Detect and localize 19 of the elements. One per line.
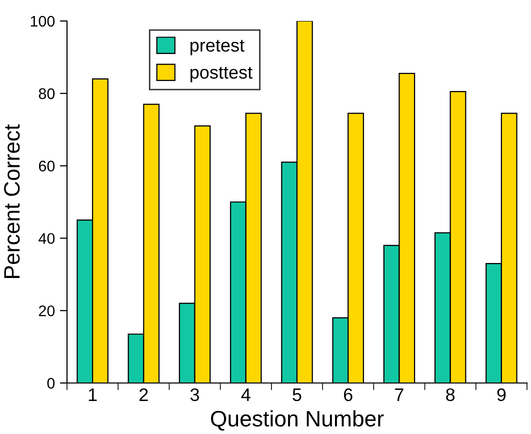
y-tick-label: 80 (38, 88, 55, 100)
y-tick-label: 60 (38, 160, 55, 172)
y-tick-label: 40 (38, 233, 55, 244)
y-tick-label: 0 (47, 378, 55, 389)
x-tick-label: 9 (497, 388, 506, 402)
y-tick-label: 20 (38, 305, 55, 316)
x-tick-label: 5 (292, 388, 302, 402)
x-tick-label: 3 (190, 388, 200, 402)
x-tick-label: 1 (88, 388, 97, 401)
y-tick-label: 100 (30, 16, 55, 27)
x-tick-label: 2 (140, 388, 148, 401)
x-tick-label: 6 (344, 388, 352, 402)
y-axis-title: Percent Correct (4, 124, 20, 278)
x-axis-title: Question Number (210, 410, 384, 431)
x-tick-label: 7 (395, 388, 404, 401)
x-tick-label: 8 (446, 388, 455, 402)
legend-label: pretest (190, 40, 244, 56)
x-tick-label: 4 (241, 388, 250, 401)
legend-label: posttest (190, 66, 252, 82)
